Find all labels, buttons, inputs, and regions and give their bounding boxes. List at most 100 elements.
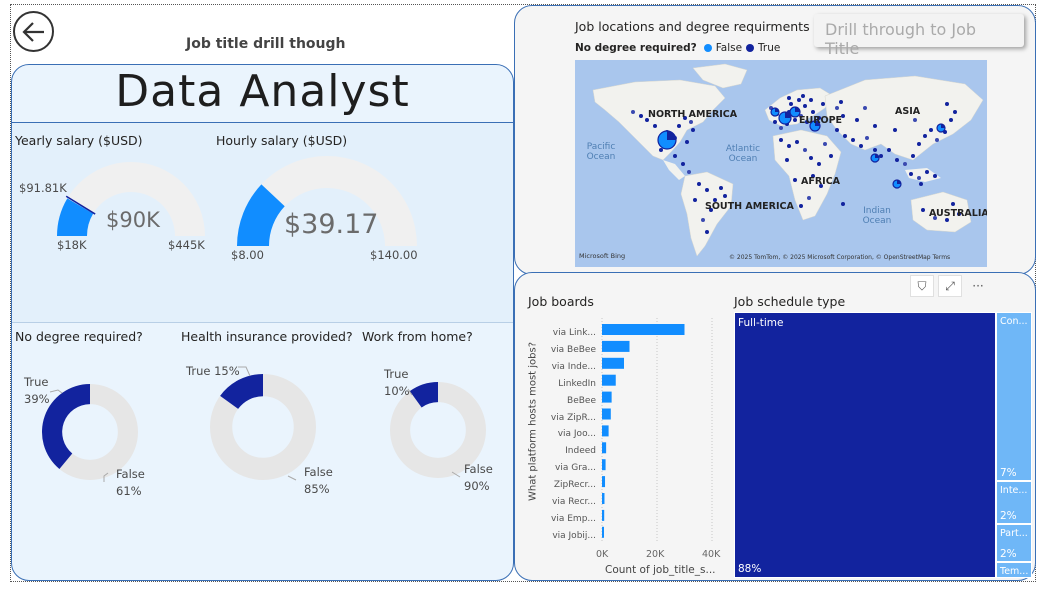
map-credit[interactable]: © 2025 TomTom, © 2025 Microsoft Corporat… [729, 254, 951, 261]
map-point[interactable] [693, 198, 697, 202]
map-point[interactable] [949, 118, 953, 122]
map-point[interactable] [925, 170, 929, 174]
map-point[interactable] [677, 124, 681, 128]
map-point[interactable] [873, 124, 877, 128]
treemap-cell-full-time[interactable]: Full-time 88% [734, 312, 996, 578]
map-point[interactable] [935, 138, 939, 142]
job-locations-map[interactable]: NORTH AMERICA EUROPE ASIA AFRICA SOUTH A… [575, 60, 987, 267]
map-point[interactable] [795, 140, 799, 144]
map-point[interactable] [713, 198, 717, 202]
map-point[interactable] [773, 120, 777, 124]
map-point[interactable] [793, 178, 797, 182]
map-point[interactable] [879, 154, 883, 158]
map-point[interactable] [913, 118, 917, 122]
map-point[interactable] [817, 116, 821, 120]
treemap-cell[interactable]: Con... 7% [996, 312, 1032, 481]
map-point[interactable] [835, 106, 839, 110]
map-point[interactable] [701, 218, 705, 222]
map-point[interactable] [803, 104, 807, 108]
map-point[interactable] [919, 182, 923, 186]
map-point[interactable] [917, 176, 921, 180]
map-point[interactable] [933, 174, 937, 178]
treemap-cell[interactable]: Part... 2% [996, 524, 1032, 563]
map-point[interactable] [697, 182, 701, 186]
map-point[interactable] [799, 114, 803, 118]
map-point[interactable] [903, 162, 907, 166]
map-point[interactable] [839, 100, 843, 104]
bar[interactable] [602, 374, 616, 386]
donut-true-slice[interactable] [42, 384, 90, 469]
filter-icon[interactable]: ⛉ [910, 275, 934, 297]
map-point[interactable] [805, 120, 809, 124]
map-point[interactable] [811, 174, 815, 178]
map-point[interactable] [689, 120, 693, 124]
map-point[interactable] [687, 170, 691, 174]
treemap-cell[interactable]: Inte... 2% [996, 480, 1032, 525]
map-point[interactable] [841, 114, 845, 118]
map-point[interactable] [855, 118, 859, 122]
map-point[interactable] [945, 102, 949, 106]
map-point[interactable] [789, 102, 793, 106]
map-point[interactable] [851, 138, 855, 142]
map-point[interactable] [811, 110, 815, 114]
more-options-icon[interactable]: ··· [972, 279, 984, 293]
map-point[interactable] [809, 98, 813, 102]
map-point[interactable] [803, 148, 807, 152]
map-point[interactable] [933, 216, 937, 220]
back-button[interactable] [13, 11, 54, 52]
bar[interactable] [602, 391, 612, 403]
map-point[interactable] [797, 98, 801, 102]
map-point[interactable] [873, 148, 877, 152]
map-point[interactable] [829, 154, 833, 158]
legend-false-label[interactable]: False [715, 42, 743, 54]
map-point[interactable] [809, 156, 813, 160]
map-point[interactable] [895, 158, 899, 162]
bar[interactable] [602, 509, 605, 521]
map-point[interactable] [631, 110, 635, 114]
bar[interactable] [602, 493, 605, 504]
map-point[interactable] [865, 136, 869, 140]
focus-mode-icon[interactable]: ⤢ [938, 275, 962, 297]
map-point[interactable] [917, 142, 921, 146]
map-point[interactable] [645, 118, 649, 122]
bar[interactable] [602, 324, 685, 335]
map-point[interactable] [705, 230, 709, 234]
map-point[interactable] [911, 154, 915, 158]
bar[interactable] [602, 357, 624, 369]
map-point[interactable] [787, 144, 791, 148]
map-point[interactable] [719, 186, 723, 190]
donut-true-slice[interactable] [220, 374, 263, 409]
map-point[interactable] [807, 196, 811, 200]
map-point[interactable] [709, 208, 713, 212]
map-point[interactable] [785, 158, 789, 162]
map-point[interactable] [841, 202, 845, 206]
legend-true-label[interactable]: True [758, 42, 781, 54]
map-point[interactable] [957, 212, 961, 216]
map-point[interactable] [921, 208, 925, 212]
donut-true-slice[interactable] [409, 382, 438, 408]
map-point[interactable] [859, 144, 863, 148]
map-point[interactable] [685, 140, 689, 144]
map-point[interactable] [659, 148, 663, 152]
map-point[interactable] [653, 124, 657, 128]
bar[interactable] [602, 408, 611, 420]
map-point[interactable] [951, 202, 955, 206]
map-point[interactable] [909, 172, 913, 176]
donut-false-slice[interactable] [390, 382, 486, 478]
map-point[interactable] [863, 106, 867, 110]
map-point[interactable] [923, 134, 927, 138]
map-point[interactable] [787, 96, 791, 100]
bar[interactable] [602, 476, 606, 488]
map-point[interactable] [793, 118, 797, 122]
bar[interactable] [602, 526, 604, 538]
drill-through-button[interactable]: Drill through to Job Title [814, 14, 1024, 58]
map-point[interactable] [681, 162, 685, 166]
map-point[interactable] [953, 110, 957, 114]
map-point[interactable] [887, 148, 891, 152]
map-point[interactable] [835, 128, 839, 132]
map-point[interactable] [819, 184, 823, 188]
map-point[interactable] [799, 204, 803, 208]
map-point[interactable] [779, 126, 783, 130]
map-point[interactable] [929, 128, 933, 132]
map-point[interactable] [893, 128, 897, 132]
